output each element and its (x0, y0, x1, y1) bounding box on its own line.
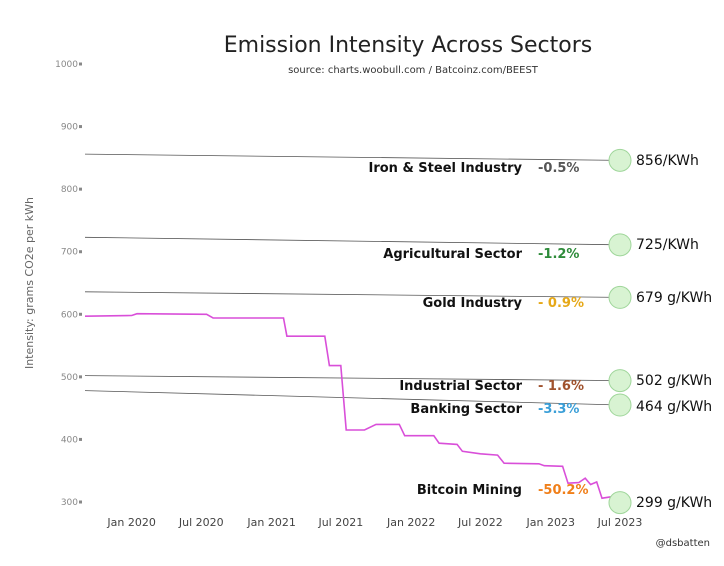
series-end-value-label: 502 g/KWh (636, 373, 712, 389)
series-end-value-label: 856/KWh (636, 153, 699, 169)
series-labels: Iron & Steel Industry -0.5% 856/KWh Agricul… (368, 153, 712, 511)
chart-subtitle: source: charts.woobull.com / Batcoinz.co… (288, 65, 539, 76)
series-change-label: - 1.6% (538, 379, 584, 394)
chart-title: Emission Intensity Across Sectors (224, 33, 593, 58)
series-name-label: Iron & Steel Industry (368, 161, 522, 176)
series-name-label: Bitcoin Mining (417, 483, 522, 498)
y-tick-label: 800 (61, 185, 78, 195)
x-tick-label: Jan 2022 (386, 516, 435, 529)
y-tick-mark (79, 375, 82, 379)
series-line-5 (84, 312, 621, 504)
end-point-marker (608, 285, 632, 309)
series-layer (84, 153, 621, 504)
y-tick-mark (79, 250, 82, 254)
x-tick-label: Jul 2023 (597, 516, 643, 529)
series-change-label: -3.3% (538, 402, 579, 417)
series-line-1 (84, 236, 621, 246)
x-tick-label: Jan 2023 (526, 516, 575, 529)
y-tick-mark (79, 500, 82, 504)
series-end-value-label: 679 g/KWh (636, 290, 712, 306)
y-tick-label: 500 (61, 373, 78, 383)
y-tick-mark (79, 62, 82, 66)
series-line-3 (84, 375, 621, 381)
y-tick-label: 900 (61, 123, 78, 133)
y-tick-label: 700 (61, 248, 78, 258)
series-end-value-label: 464 g/KWh (636, 399, 712, 415)
y-axis: 300 400 500 600 700 800 900 1000 (55, 60, 82, 508)
series-line-4 (84, 390, 621, 406)
series-change-label: -0.5% (538, 161, 579, 176)
series-change-label: - 0.9% (538, 296, 584, 311)
series-change-label: -1.2% (538, 247, 579, 262)
end-point-marker (608, 233, 632, 257)
x-tick-label: Jul 2020 (178, 516, 224, 529)
x-tick-label: Jul 2022 (457, 516, 503, 529)
x-axis: Jan 2020 Jul 2020 Jan 2021 Jul 2021 Jan 2022… (106, 516, 642, 529)
y-tick-mark (79, 125, 82, 129)
series-name-label: Banking Sector (410, 402, 522, 417)
y-tick-label: 1000 (55, 60, 78, 70)
series-name-label: Industrial Sector (399, 379, 522, 394)
y-axis-label: Intensity: grams CO2e per kWh (23, 197, 36, 369)
y-tick-mark (79, 437, 82, 441)
end-point-marker (608, 393, 632, 417)
series-line-0 (84, 153, 621, 161)
x-tick-label: Jan 2021 (246, 516, 295, 529)
y-tick-mark (79, 312, 82, 316)
end-point-marker (608, 148, 632, 172)
series-line-2 (84, 291, 621, 298)
series-name-label: Gold Industry (423, 296, 523, 311)
series-end-value-label: 725/KWh (636, 237, 699, 253)
y-tick-label: 600 (61, 310, 78, 320)
y-tick-label: 300 (61, 498, 78, 508)
x-tick-label: Jul 2021 (317, 516, 363, 529)
end-point-marker (608, 491, 632, 515)
end-markers (608, 148, 632, 515)
credit-text: @dsbatten (656, 538, 710, 549)
x-tick-label: Jan 2020 (106, 516, 155, 529)
y-tick-mark (79, 187, 82, 191)
series-end-value-label: 299 g/KWh (636, 495, 712, 511)
series-change-label: -50.2% (538, 483, 589, 498)
y-tick-label: 400 (61, 435, 78, 445)
series-name-label: Agricultural Sector (383, 247, 522, 262)
end-point-marker (608, 369, 632, 393)
